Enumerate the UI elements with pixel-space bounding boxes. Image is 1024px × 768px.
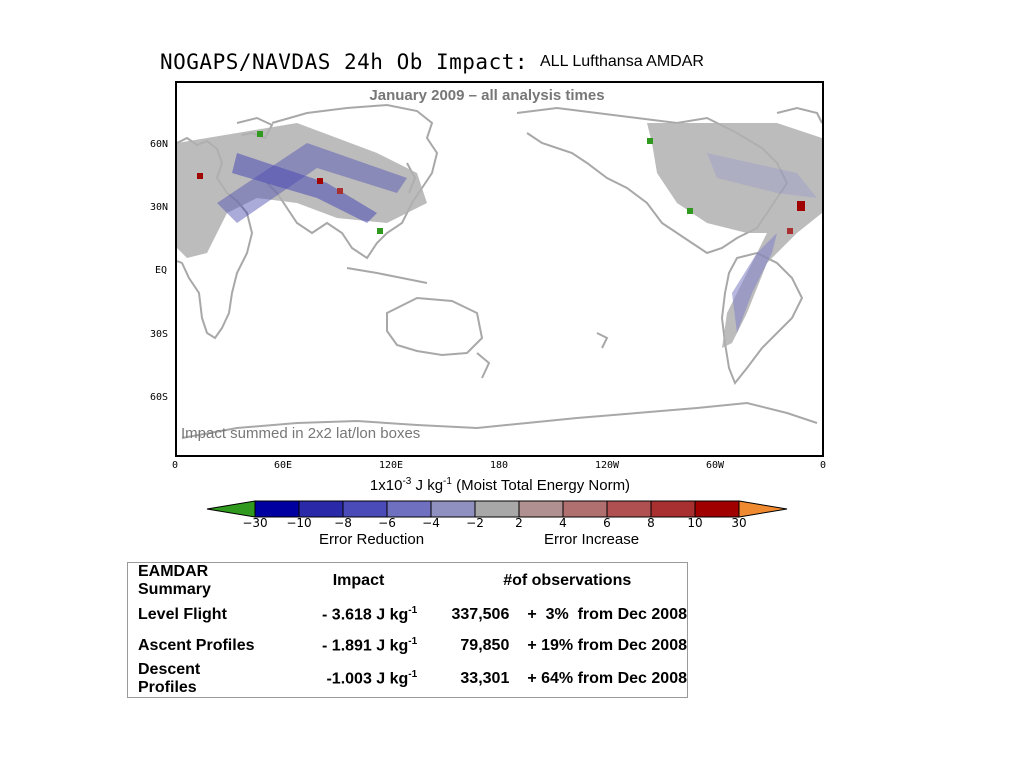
colorbar-segment: [430, 500, 476, 518]
lat-label: 30N: [150, 202, 169, 213]
colorbar-tick-label: 30: [731, 516, 747, 530]
header-summary: EAMDAR Summary: [138, 563, 211, 598]
colorbar-segment: [386, 500, 432, 518]
colorbar-segment: [474, 500, 520, 518]
colorbar-tick-label: −2: [466, 516, 484, 530]
lat-label: 60S: [150, 392, 169, 403]
lat-label: 60N: [150, 139, 169, 150]
colorbar-segment: [206, 500, 256, 518]
summary-row: Level Flight - 3.618 J kg-1 337,506 + 3%…: [128, 599, 688, 630]
row-change: + 19% from Dec 2008: [527, 636, 687, 654]
colorbar-tick-label: 4: [559, 516, 567, 530]
lon-label: 60E: [273, 460, 293, 471]
coastlines: [177, 103, 822, 439]
lon-label: 0: [819, 460, 827, 471]
row-change: + 3% from Dec 2008: [527, 605, 687, 623]
colorbar-tick-label: −4: [422, 516, 440, 530]
colorbar-segment: [738, 500, 788, 518]
colorbar-tick-label: 2: [515, 516, 523, 530]
lat-label: 30S: [150, 329, 169, 340]
lon-label: 180: [489, 460, 509, 471]
row-name: Level Flight: [138, 605, 227, 623]
lon-label: 0: [171, 460, 179, 471]
row-name: Ascent Profiles: [138, 636, 255, 654]
colorbar-tick-label: −8: [334, 516, 352, 530]
figure-subtitle: ALL Lufthansa AMDAR: [540, 53, 704, 70]
lon-label: 120E: [378, 460, 404, 471]
colorbar-segment: [254, 500, 300, 518]
figure-title: NOGAPS/NAVDAS 24h Ob Impact:: [160, 50, 529, 74]
colorbar-tick-label: −10: [286, 516, 312, 530]
summary-header-row: EAMDAR Summary Impact #of observations: [128, 563, 688, 600]
colorbar-tick-label: 8: [647, 516, 655, 530]
row-impact: - 3.618 J kg-1: [322, 604, 418, 624]
lon-label: 120W: [594, 460, 620, 471]
row-impact: -1.003 J kg-1: [326, 669, 418, 688]
colorbar-tick-label: −6: [378, 516, 396, 530]
map-note: Impact summed in 2x2 lat/lon boxes: [181, 425, 421, 442]
summary-table: EAMDAR Summary Impact #of observations L…: [127, 562, 688, 698]
error-reduction-label: Error Reduction: [319, 531, 425, 548]
colorbar-segment: [342, 500, 388, 518]
colorbar-segment: [298, 500, 344, 518]
row-obs: 337,506: [451, 605, 510, 623]
header-impact: Impact: [332, 572, 385, 589]
summary-row: Descent Profiles -1.003 J kg-1 33,301 + …: [128, 661, 688, 698]
impact-data-overlay: [177, 123, 822, 348]
colorbar-segment: [606, 500, 652, 518]
row-obs: 33,301: [460, 670, 510, 687]
colorbar-tick-label: −30: [242, 516, 268, 530]
colorbar-tick-label: 6: [603, 516, 611, 530]
colorbar-segment: [650, 500, 696, 518]
colorbar-segment: [694, 500, 740, 518]
map-frame: [175, 81, 824, 457]
map-period: January 2009 – all analysis times: [369, 87, 605, 104]
row-impact: - 1.891 J kg-1: [322, 635, 418, 655]
row-name: Descent Profiles: [138, 661, 201, 696]
row-obs: 79,850: [460, 636, 510, 654]
summary-row: Ascent Profiles - 1.891 J kg-1 79,850 + …: [128, 630, 688, 661]
colorbar-segment: [518, 500, 564, 518]
row-change: + 64% from Dec 2008: [527, 670, 687, 687]
colorbar-segment: [562, 500, 608, 518]
lon-label: 60W: [705, 460, 725, 471]
impact-hotspots: [197, 131, 805, 234]
colorbar-tick-label: 10: [687, 516, 703, 530]
world-map: [177, 103, 822, 439]
colorbar: [206, 500, 788, 518]
error-increase-label: Error Increase: [544, 531, 640, 548]
lat-label: EQ: [155, 265, 168, 276]
header-observations: #of observations: [503, 572, 632, 589]
units-label: 1x10-3 J kg-1 (Moist Total Energy Norm): [369, 476, 631, 494]
